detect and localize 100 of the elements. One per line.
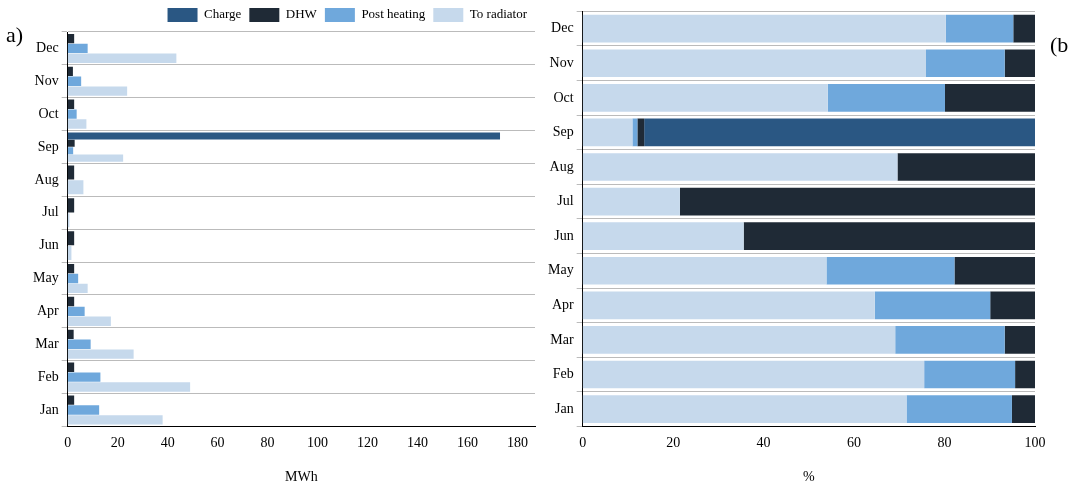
bar xyxy=(954,256,1035,285)
y-tick-label: Jan xyxy=(554,400,574,416)
bar xyxy=(67,273,79,284)
bar xyxy=(67,43,88,54)
bar xyxy=(67,76,82,86)
x-tick-label: 140 xyxy=(407,435,429,451)
bar xyxy=(67,415,163,425)
x-tick-label: 60 xyxy=(210,435,225,451)
x-axis-title: % xyxy=(803,469,815,485)
y-tick-label: Mar xyxy=(35,335,59,351)
bar xyxy=(582,395,907,423)
y-tick-label: Jul xyxy=(557,193,574,209)
x-tick-label: 0 xyxy=(579,435,587,451)
y-tick-label: Feb xyxy=(552,366,574,382)
x-tick-label: 180 xyxy=(507,435,529,451)
bar xyxy=(582,118,633,147)
y-tick-label: Jun xyxy=(554,227,574,243)
legend-label: DHW xyxy=(285,6,318,22)
bar xyxy=(67,132,501,140)
y-tick-label: Jun xyxy=(39,237,59,253)
legend-label: To radiator xyxy=(469,6,528,22)
y-tick-label: Sep xyxy=(37,138,59,154)
bar xyxy=(582,222,744,251)
bar xyxy=(67,349,134,359)
bar xyxy=(67,395,75,405)
bar xyxy=(582,291,875,320)
bar xyxy=(874,291,991,320)
bar xyxy=(67,372,101,382)
y-tick-label: May xyxy=(32,270,59,286)
bar xyxy=(67,382,191,392)
bar xyxy=(582,256,827,285)
bar xyxy=(679,187,1035,216)
y-tick-label: Dec xyxy=(36,40,59,56)
text: (b xyxy=(1050,32,1069,58)
bar xyxy=(67,405,100,415)
bar xyxy=(67,53,177,63)
y-tick-label: Nov xyxy=(549,54,574,70)
x-tick-label: 40 xyxy=(756,435,771,451)
legend-label: Post heating xyxy=(361,6,426,22)
bar xyxy=(582,326,896,354)
text: a) xyxy=(6,22,24,48)
bar xyxy=(632,118,638,147)
x-tick-label: 40 xyxy=(160,435,175,451)
x-tick-label: 60 xyxy=(847,435,862,451)
x-axis-title: MWh xyxy=(285,469,318,485)
y-tick-label: Apr xyxy=(36,303,59,319)
bar xyxy=(582,153,898,181)
bar xyxy=(582,360,925,389)
y-tick-label: Jul xyxy=(42,204,59,220)
bar xyxy=(827,84,945,112)
y-tick-label: Sep xyxy=(552,124,574,140)
bar xyxy=(990,291,1035,320)
x-tick-label: 80 xyxy=(937,435,952,451)
y-tick-label: Aug xyxy=(549,158,574,174)
x-tick-label: 100 xyxy=(1024,435,1046,451)
bar xyxy=(67,329,74,340)
legend-label: Charge xyxy=(204,6,242,22)
bar xyxy=(67,306,85,317)
bar xyxy=(897,153,1035,181)
bar xyxy=(582,84,828,112)
bar xyxy=(1004,49,1035,78)
bar xyxy=(895,326,1005,354)
bar xyxy=(67,283,88,294)
x-tick-label: 20 xyxy=(666,435,681,451)
y-tick-label: Oct xyxy=(38,105,59,121)
bar xyxy=(582,187,680,216)
bar xyxy=(67,86,128,96)
bar xyxy=(1004,326,1035,354)
y-tick-label: Apr xyxy=(551,297,574,313)
x-tick-label: 160 xyxy=(457,435,479,451)
y-tick-label: Nov xyxy=(34,72,59,88)
bar xyxy=(67,66,73,77)
bar xyxy=(906,395,1012,423)
bar xyxy=(582,14,946,43)
bar xyxy=(945,14,1014,43)
y-tick-label: Feb xyxy=(37,368,59,384)
y-tick-label: Jan xyxy=(39,401,59,417)
y-tick-label: Oct xyxy=(553,89,574,105)
bar xyxy=(637,118,645,147)
bar xyxy=(1013,14,1035,43)
x-tick-label: 100 xyxy=(307,435,329,451)
bar xyxy=(67,339,91,349)
bar xyxy=(826,256,955,285)
bar xyxy=(644,118,1035,147)
y-tick-label: Aug xyxy=(34,171,59,187)
bar xyxy=(924,360,1016,389)
x-tick-label: 80 xyxy=(260,435,275,451)
bar xyxy=(944,84,1035,112)
bar xyxy=(1015,360,1035,389)
y-tick-label: May xyxy=(547,262,574,278)
y-tick-label: Dec xyxy=(551,20,574,36)
x-tick-label: 0 xyxy=(64,435,72,451)
x-tick-label: 20 xyxy=(110,435,125,451)
bar xyxy=(743,222,1035,251)
x-tick-label: 120 xyxy=(357,435,379,451)
bar xyxy=(925,49,1005,78)
bar xyxy=(67,109,77,119)
bar xyxy=(67,154,124,162)
y-tick-label: Mar xyxy=(550,331,574,347)
bar xyxy=(67,316,111,326)
